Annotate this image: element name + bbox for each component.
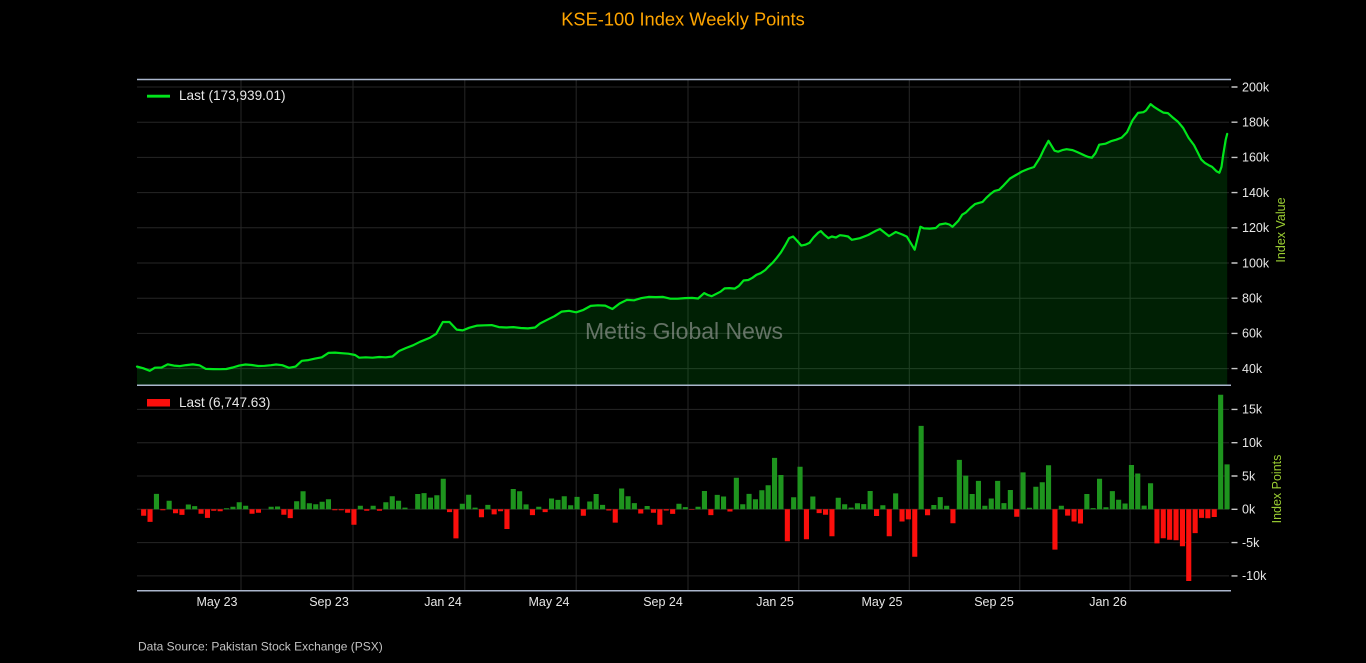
svg-text:120k: 120k	[1242, 221, 1270, 235]
svg-text:40k: 40k	[1242, 362, 1263, 376]
svg-text:10k: 10k	[1242, 436, 1263, 450]
svg-text:Index Points: Index Points	[1270, 455, 1284, 524]
svg-text:Sep 24: Sep 24	[643, 595, 683, 609]
svg-text:KSE-100 Index Weekly Points: KSE-100 Index Weekly Points	[561, 9, 805, 30]
svg-text:100k: 100k	[1242, 256, 1270, 270]
svg-text:60k: 60k	[1242, 327, 1263, 341]
svg-text:-10k: -10k	[1242, 569, 1267, 583]
svg-text:May 24: May 24	[529, 595, 570, 609]
svg-text:Last (6,747.63): Last (6,747.63)	[179, 395, 270, 410]
svg-text:80k: 80k	[1242, 292, 1263, 306]
svg-text:Jan 25: Jan 25	[756, 595, 794, 609]
svg-text:-5k: -5k	[1242, 536, 1260, 550]
svg-text:160k: 160k	[1242, 151, 1270, 165]
svg-text:May 23: May 23	[197, 595, 238, 609]
svg-text:Data Source: Pakistan Stock Ex: Data Source: Pakistan Stock Exchange (PS…	[138, 640, 383, 654]
svg-text:Mettis Global News: Mettis Global News	[585, 318, 783, 344]
svg-text:0k: 0k	[1242, 503, 1256, 517]
svg-text:Last (173,939.01): Last (173,939.01)	[179, 88, 286, 103]
svg-text:15k: 15k	[1242, 403, 1263, 417]
svg-text:5k: 5k	[1242, 469, 1256, 483]
svg-text:Jan 26: Jan 26	[1089, 595, 1127, 609]
svg-text:180k: 180k	[1242, 116, 1270, 130]
svg-text:140k: 140k	[1242, 186, 1270, 200]
svg-text:Index Value: Index Value	[1274, 197, 1288, 262]
svg-text:May 25: May 25	[862, 595, 903, 609]
svg-text:Sep 25: Sep 25	[974, 595, 1014, 609]
svg-text:Jan 24: Jan 24	[424, 595, 462, 609]
svg-text:Sep 23: Sep 23	[309, 595, 349, 609]
svg-text:200k: 200k	[1242, 80, 1270, 94]
